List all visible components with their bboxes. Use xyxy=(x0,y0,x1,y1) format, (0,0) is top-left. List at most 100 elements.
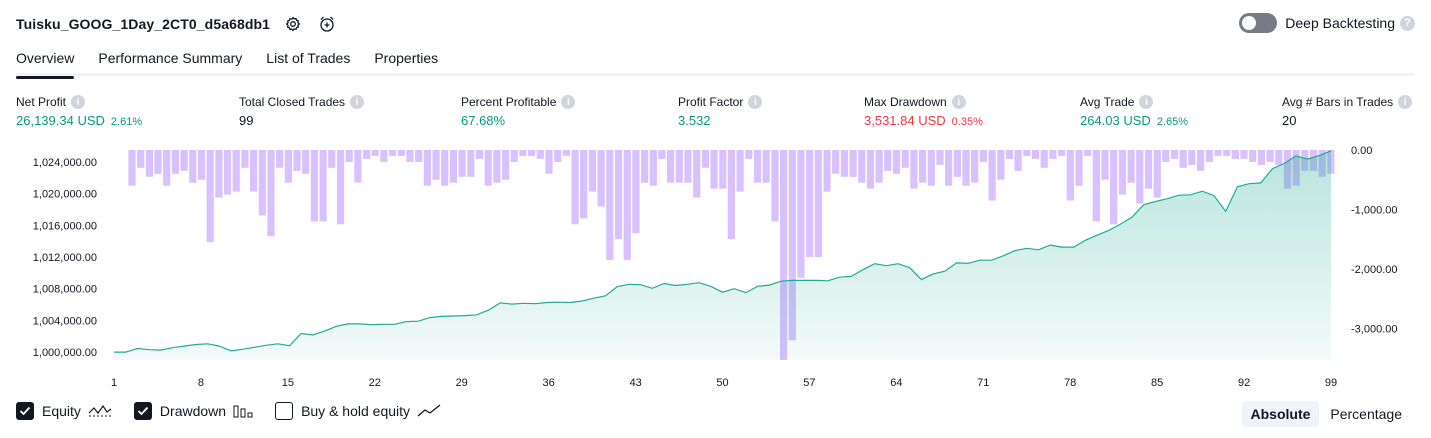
buy-hold-line-icon xyxy=(417,404,441,418)
drawdown-bar xyxy=(641,150,649,183)
tab-overview[interactable]: Overview xyxy=(16,48,75,79)
x-axis-tick: 64 xyxy=(890,377,902,389)
drawdown-bar xyxy=(1249,150,1257,162)
drawdown-bar xyxy=(189,150,197,183)
drawdown-bar xyxy=(919,150,927,183)
drawdown-bar xyxy=(441,150,449,186)
metric-value: 67.68% xyxy=(461,113,506,128)
buy-hold-checkbox[interactable] xyxy=(275,402,294,420)
legend-drawdown[interactable]: Drawdown xyxy=(133,402,253,420)
drawdown-bar xyxy=(276,150,284,168)
legend-equity[interactable]: Equity xyxy=(16,402,112,420)
legend-buy-hold[interactable]: Buy & hold equity xyxy=(275,402,441,420)
metric-net-profit: Net Profit i 26,139.34 USD 2.61% xyxy=(16,94,142,128)
drawdown-bar xyxy=(484,150,492,186)
info-icon[interactable]: i xyxy=(1139,95,1154,109)
drawdown-bar xyxy=(1136,150,1144,204)
drawdown-bar xyxy=(1188,150,1196,165)
drawdown-bar xyxy=(1040,150,1048,168)
drawdown-bar xyxy=(997,150,1005,180)
metric-avg-trade: Avg Trade i 264.03 USD 2.65% xyxy=(1080,94,1188,128)
x-axis-tick: 85 xyxy=(1151,377,1163,389)
tab-bar: Overview Performance Summary List of Tra… xyxy=(16,48,1415,79)
metric-profit-factor: Profit Factor i 3.532 xyxy=(678,94,763,128)
drawdown-bar xyxy=(901,150,909,168)
tab-performance-summary[interactable]: Performance Summary xyxy=(98,50,243,66)
drawdown-bar xyxy=(145,150,153,177)
drawdown-bar xyxy=(319,150,327,222)
drawdown-bar xyxy=(1179,150,1187,168)
tab-properties[interactable]: Properties xyxy=(374,50,439,66)
info-icon[interactable]: i xyxy=(1398,95,1413,109)
drawdown-bar xyxy=(223,150,232,195)
add-alert-icon[interactable] xyxy=(316,13,338,35)
drawdown-bar xyxy=(849,150,857,177)
chart-axes: 1,000,000.00 1,004,000.00 1,008,000.00 1,01… xyxy=(33,145,1398,389)
strategy-header: Tuisku_GOOG_1Day_2CT0_d5a68db1 xyxy=(16,12,338,36)
deep-backtesting-toggle[interactable] xyxy=(1239,13,1278,33)
info-icon[interactable]: i xyxy=(561,95,576,109)
drawdown-bar xyxy=(1092,150,1100,222)
drawdown-checkbox[interactable] xyxy=(133,402,152,420)
left-axis-tick: 1,020,000.00 xyxy=(33,189,97,201)
drawdown-bar xyxy=(649,150,657,186)
right-axis-tick: -3,000.00 xyxy=(1351,323,1397,335)
drawdown-bar xyxy=(302,150,310,174)
settings-icon[interactable] xyxy=(282,13,304,35)
drawdown-bar xyxy=(458,150,466,177)
drawdown-bar xyxy=(945,150,953,186)
percentage-button[interactable]: Percentage xyxy=(1330,406,1402,422)
drawdown-bar xyxy=(1031,150,1040,159)
info-icon[interactable]: i xyxy=(748,95,763,109)
drawdown-bar xyxy=(215,150,223,198)
drawdown-bar xyxy=(814,150,822,257)
equity-checkbox[interactable] xyxy=(16,402,34,420)
drawdown-bar xyxy=(519,150,527,156)
drawdown-bar xyxy=(180,150,188,171)
drawdown-bar xyxy=(1118,150,1126,195)
drawdown-bar xyxy=(432,150,440,180)
drawdown-bar xyxy=(354,150,362,183)
drawdown-bar xyxy=(806,150,814,257)
drawdown-bar xyxy=(710,150,718,189)
drawdown-bar xyxy=(284,150,292,183)
metric-value: 264.03 USD xyxy=(1080,113,1151,128)
metric-percent: 0.35% xyxy=(951,116,983,128)
drawdown-bar xyxy=(562,150,570,156)
info-icon[interactable]: i xyxy=(951,95,966,109)
drawdown-bar xyxy=(328,150,336,168)
drawdown-bar xyxy=(1205,150,1213,162)
drawdown-bar xyxy=(310,150,318,222)
drawdown-bar xyxy=(154,150,162,174)
x-axis-tick: 71 xyxy=(977,377,989,389)
drawdown-bar xyxy=(250,150,258,192)
x-axis-tick: 99 xyxy=(1325,377,1337,389)
drawdown-bar xyxy=(788,150,796,341)
drawdown-bar xyxy=(892,150,901,174)
drawdown-bar xyxy=(137,150,145,168)
drawdown-bar xyxy=(962,150,970,186)
info-icon[interactable]: i xyxy=(71,95,86,109)
drawdown-bar xyxy=(971,150,979,183)
drawdown-bar xyxy=(571,150,579,225)
drawdown-bar xyxy=(1075,150,1083,186)
info-icon[interactable]: i xyxy=(350,95,365,109)
metric-label: Avg Trade xyxy=(1080,95,1135,109)
drawdown-bar xyxy=(684,150,692,183)
drawdown-bar xyxy=(1240,150,1248,159)
absolute-button[interactable]: Absolute xyxy=(1241,401,1320,427)
x-axis-tick: 29 xyxy=(456,377,468,389)
legend-equity-label: Equity xyxy=(42,403,81,419)
help-icon[interactable]: ? xyxy=(1400,15,1415,31)
metric-total-closed-trades: Total Closed Trades i 99 xyxy=(239,94,365,128)
drawdown-bar xyxy=(910,150,918,189)
equity-drawdown-chart[interactable]: 1,000,000.00 1,004,000.00 1,008,000.00 1,01… xyxy=(0,138,1431,396)
tab-list-of-trades[interactable]: List of Trades xyxy=(266,50,351,66)
drawdown-bar xyxy=(510,150,518,162)
drawdown-bar xyxy=(979,150,987,162)
deep-backtesting-label: Deep Backtesting xyxy=(1285,15,1395,31)
drawdown-bar xyxy=(1101,150,1109,180)
metric-percent-profitable: Percent Profitable i 67.68% xyxy=(461,94,576,128)
metric-label: Profit Factor xyxy=(678,95,744,109)
right-axis-tick: -1,000.00 xyxy=(1351,205,1397,217)
